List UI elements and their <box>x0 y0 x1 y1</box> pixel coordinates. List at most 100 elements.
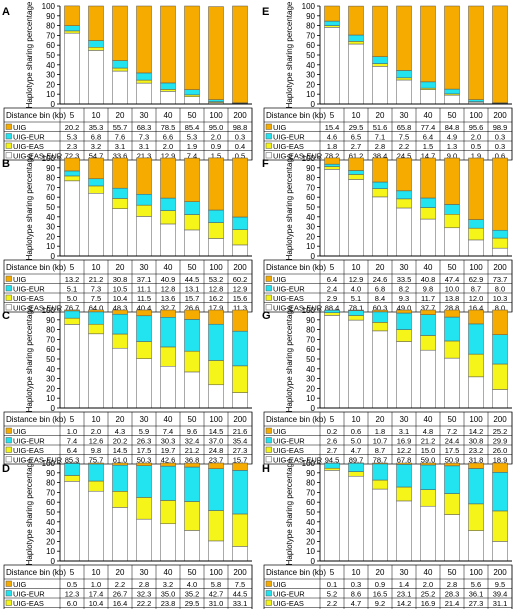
table-cell-value: 7.5 <box>91 294 101 303</box>
y-tick-label: 30 <box>46 528 55 537</box>
x-tick-label: 50 <box>188 263 197 272</box>
table-cell-value: 12.8 <box>209 284 224 293</box>
table-cell-value: 12.8 <box>161 284 176 293</box>
bar-segment-uig-eas-eur <box>208 384 224 409</box>
panel-f: F Haplotype sharing percentage 01020304050… <box>262 153 513 313</box>
legend-entry: UIG-EUR <box>13 284 45 293</box>
table-cell-value: 7.6 <box>115 132 125 141</box>
legend-swatch-uig-eas-eur <box>5 152 12 159</box>
table-cell-value: 16.9 <box>421 599 436 608</box>
table-cell-value: 12.9 <box>233 284 248 293</box>
table-cell-value: 1.8 <box>375 427 385 436</box>
bar-segment-uig <box>492 5 508 104</box>
table-cell-value: 2.7 <box>327 446 337 455</box>
y-tick-label: 60 <box>306 41 315 50</box>
legend-swatch-uig-eas <box>5 446 12 453</box>
table-cell-value: 1.5 <box>211 151 221 160</box>
y-tick-label: 50 <box>46 51 55 60</box>
bar-segment-uig-eas-eur <box>444 357 460 409</box>
y-tick-label: 60 <box>46 345 55 354</box>
table-cell-value: 14.5 <box>113 446 128 455</box>
table-cell-value: 78.1 <box>349 303 364 312</box>
bar-segment-uig-eas-eur <box>112 70 128 105</box>
bar-segment-uig-eas <box>372 322 388 332</box>
legend-entry: UIG <box>13 275 27 284</box>
bar-segment-uig <box>136 5 152 74</box>
table-cell-value: 15.4 <box>325 123 340 132</box>
legend-entry: UIG-EAS-EUR <box>13 455 63 464</box>
bar-segment-uig-eas <box>64 317 80 325</box>
y-tick-label: 0 <box>311 100 316 109</box>
bar-segment-uig-eas-eur <box>64 481 80 562</box>
bar-segment-uig <box>396 157 412 192</box>
y-tick-label: 60 <box>46 193 55 202</box>
y-tick-label: 90 <box>46 12 55 21</box>
bar-segment-uig-eur <box>160 197 176 211</box>
table-cell-value: 27.3 <box>469 599 484 608</box>
legend-entry: UIG-EUR <box>273 132 305 141</box>
bar-segment-uig <box>136 157 152 195</box>
bar-segment-uig-eas <box>232 229 248 246</box>
bar-segment-uig <box>160 309 176 318</box>
y-tick-label: 50 <box>46 355 55 364</box>
y-tick-label: 80 <box>306 22 315 31</box>
table-cell-value: 8.0 <box>495 284 505 293</box>
table-cell-value: 8.7 <box>375 446 385 455</box>
bar-segment-uig-eas <box>232 365 248 393</box>
table-cell-value: 16.4 <box>113 599 128 608</box>
bar-segment-uig-eas-eur <box>88 333 104 409</box>
bar-segment-uig <box>184 309 200 320</box>
bar-segment-uig <box>88 309 104 313</box>
table-cell-value: 2.3 <box>67 142 77 151</box>
bar-segment-uig-eas-eur <box>184 96 200 105</box>
bar-segment-uig-eas <box>112 333 128 349</box>
bar-segment-uig-eas <box>420 489 436 507</box>
bar-segment-uig-eur <box>372 311 388 323</box>
table-cell-value: 10.5 <box>113 284 128 293</box>
bar-segment-uig-eur <box>468 468 484 505</box>
bar-segment-uig-eur <box>372 181 388 189</box>
table-cell-value: 50.3 <box>137 455 152 464</box>
bar-segment-uig-eas <box>112 67 128 72</box>
x-tick-label: 10 <box>92 568 101 577</box>
table-cell-value: 89.7 <box>349 455 364 464</box>
bar-segment-uig <box>184 5 200 90</box>
table-cell-value: 13.8 <box>445 294 460 303</box>
bar-segment-uig <box>420 462 436 466</box>
legend-swatch-uig-eas-eur <box>265 456 272 463</box>
bar-segment-uig-eur <box>208 209 224 223</box>
table-cell-value: 4.7 <box>351 446 361 455</box>
table-cell-value: 0.4 <box>235 142 245 151</box>
table-cell-value: 10.4 <box>113 294 128 303</box>
bar-segment-uig <box>232 309 248 332</box>
table-cell-value: 6.4 <box>67 446 77 455</box>
bar-segment-uig <box>396 462 412 465</box>
bar-segment-uig-eur <box>396 312 412 330</box>
panel-h: H Haplotype sharing percentage 01020304050… <box>262 458 513 609</box>
y-tick-label: 80 <box>46 22 55 31</box>
table-cell-value: 2.2 <box>327 599 337 608</box>
bar-segment-uig-eas <box>232 513 248 547</box>
table-cell-value: 19.7 <box>161 446 176 455</box>
legend-swatch-uig-eas <box>5 294 12 301</box>
table-cell-value: 6.8 <box>375 284 385 293</box>
table-cell-value: 5.3 <box>67 132 77 141</box>
x-tick-label: 5 <box>70 263 75 272</box>
bar-segment-uig-eur <box>112 187 128 199</box>
bar-segment-uig-eur <box>88 311 104 325</box>
table-cell-value: 59.0 <box>421 455 436 464</box>
table-cell-value: 88.4 <box>325 303 340 312</box>
table-cell-value: 25.2 <box>421 589 436 598</box>
table-cell-value: 72.3 <box>65 151 80 160</box>
panel-label: C <box>2 310 10 322</box>
table-cell-value: 42.6 <box>161 455 176 464</box>
legend-entry: UIG-EAS <box>13 599 44 608</box>
bar-segment-uig-eas <box>468 353 484 378</box>
table-cell-value: 37.0 <box>209 436 224 445</box>
table-cell-value: 33.5 <box>397 275 412 284</box>
y-tick-label: 10 <box>46 394 55 403</box>
panel-label: G <box>262 310 271 322</box>
bar-segment-uig-eur <box>324 309 340 313</box>
bar-segment-uig-eur <box>208 468 224 511</box>
bar-segment-uig-eur <box>492 229 508 239</box>
